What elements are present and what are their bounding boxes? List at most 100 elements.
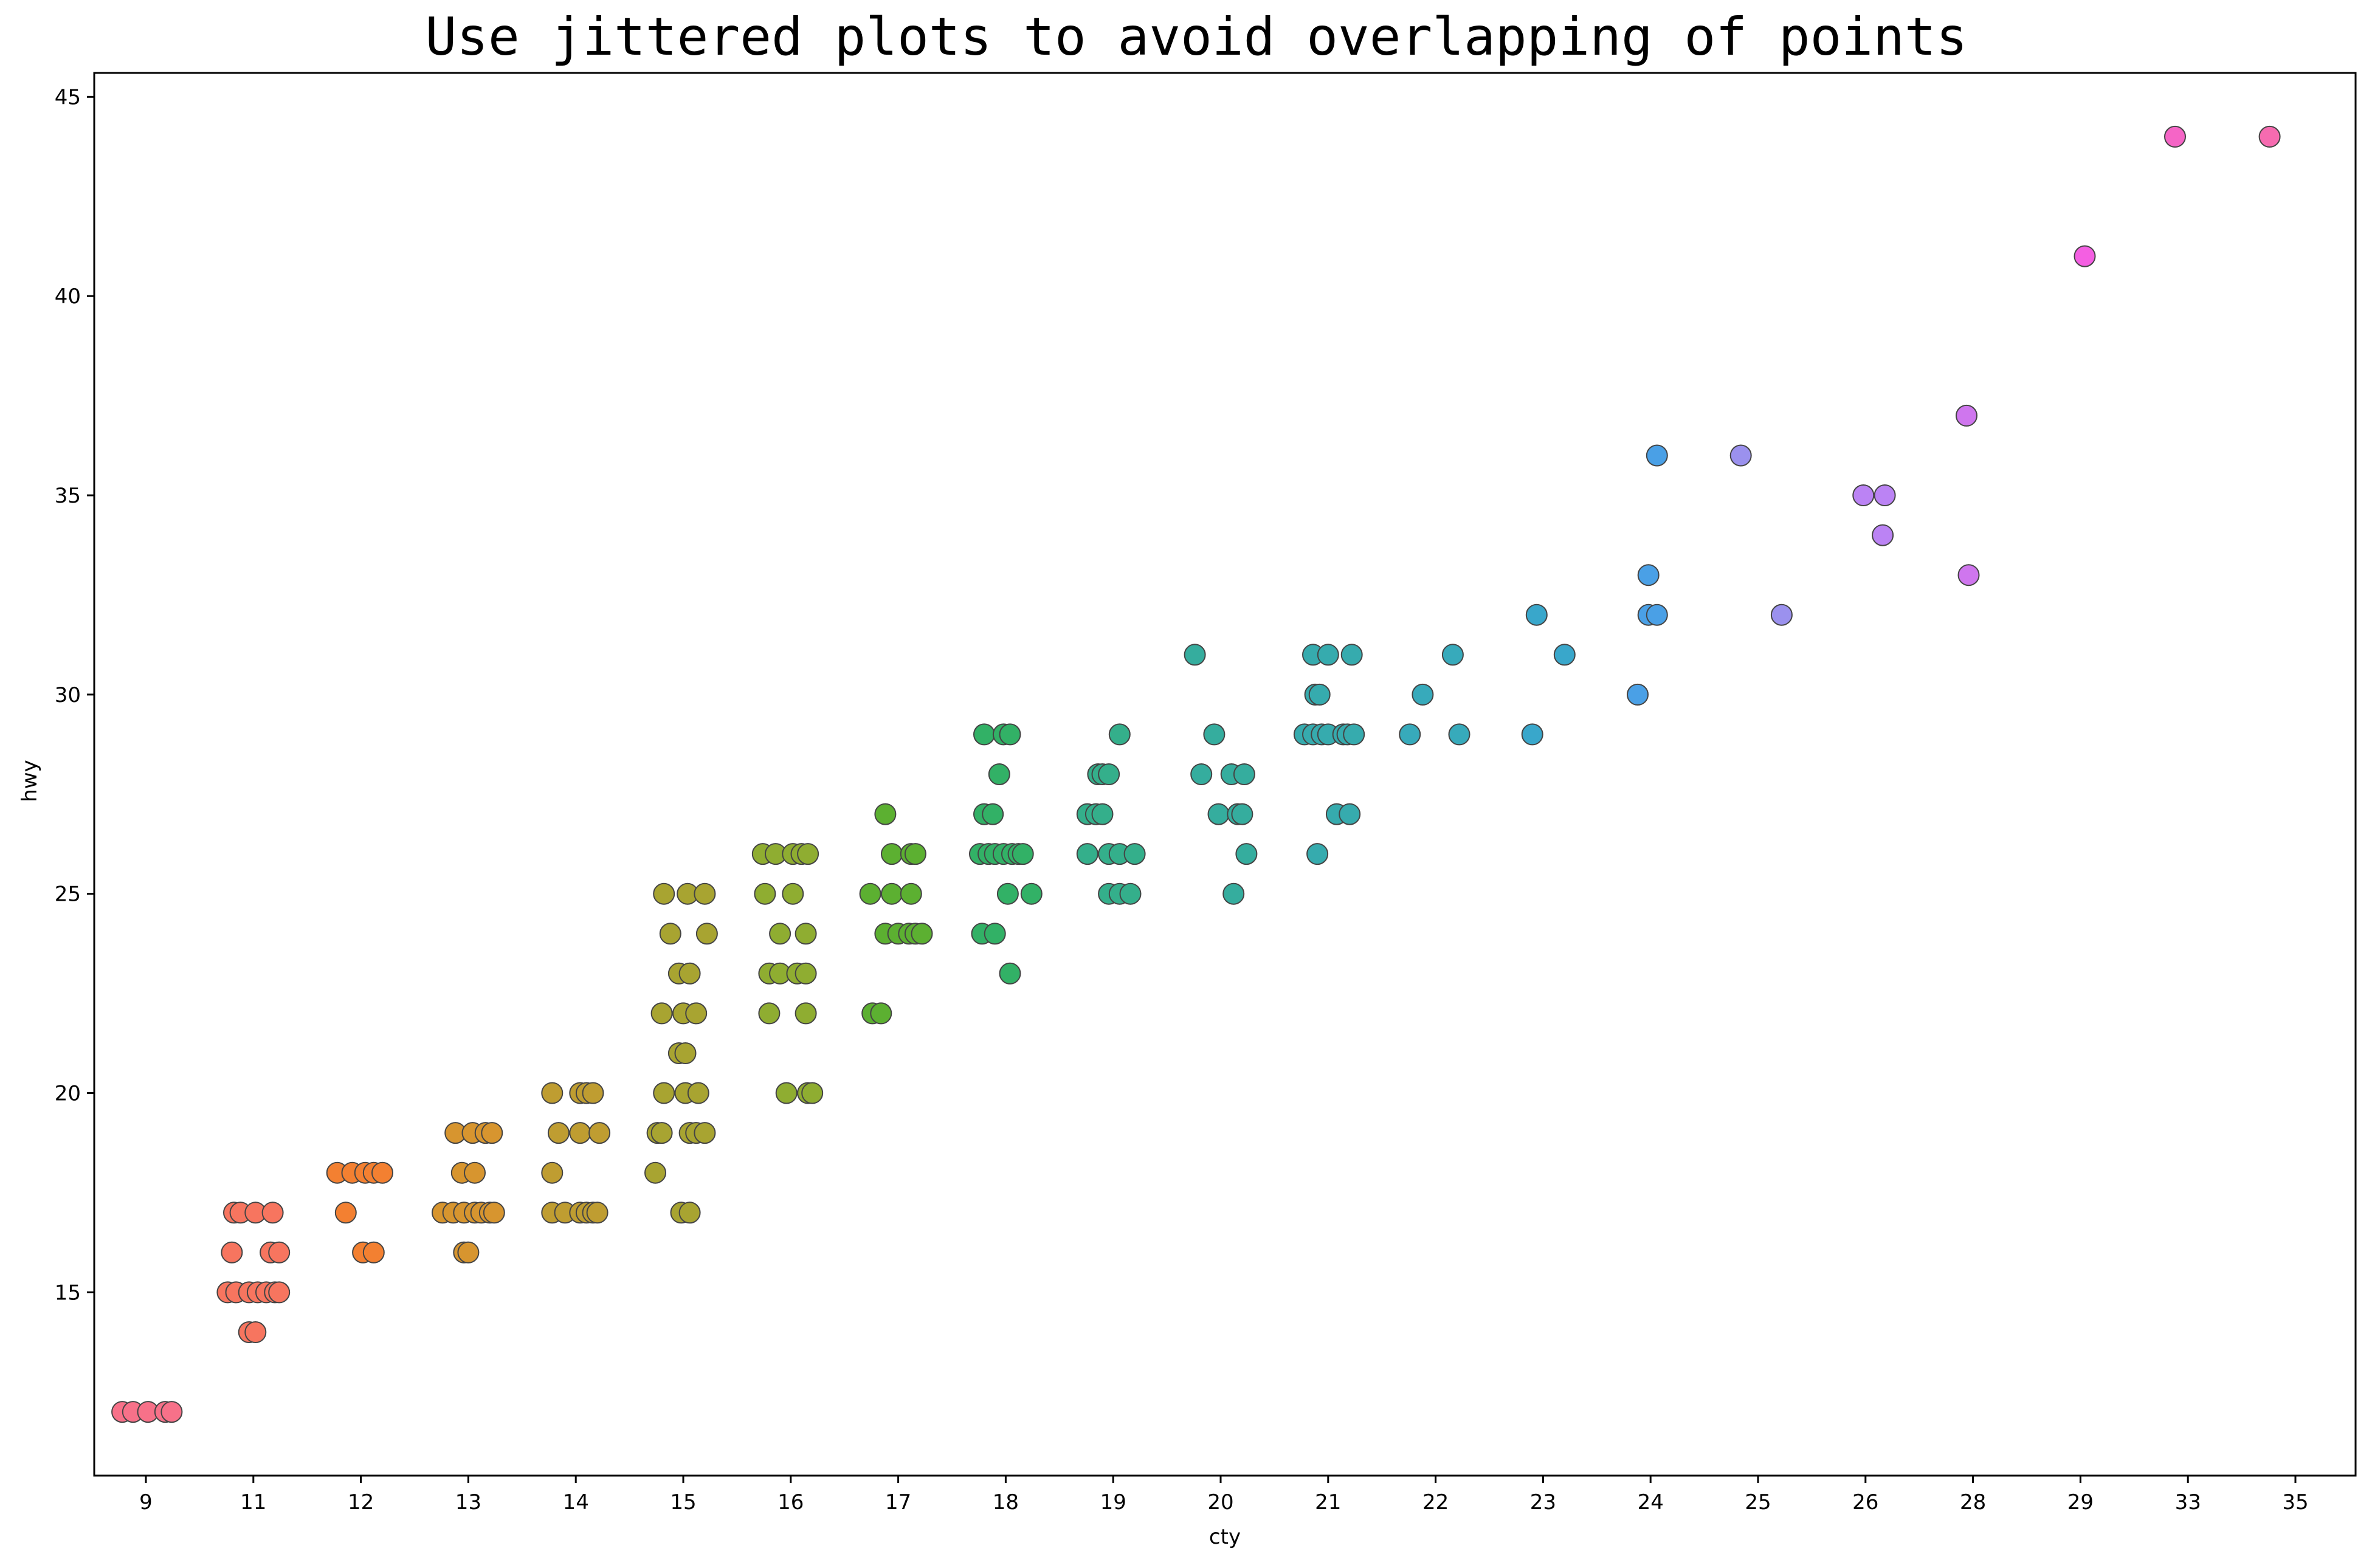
data-point (1020, 882, 1043, 905)
data-point (1235, 843, 1258, 865)
x-tick-label: 22 (1422, 1490, 1449, 1515)
y-tick-label: 20 (55, 1082, 81, 1106)
data-point (1874, 484, 1896, 506)
data-point (1627, 683, 1649, 706)
data-point (371, 1161, 393, 1184)
data-point (362, 1241, 385, 1264)
data-point (481, 1122, 503, 1144)
data-point (881, 882, 903, 905)
data-point (1207, 803, 1230, 825)
data-point (881, 843, 903, 865)
data-point (1233, 763, 1255, 785)
data-point (547, 1122, 570, 1144)
x-tick-label: 16 (777, 1490, 804, 1515)
data-point (795, 1002, 817, 1025)
x-axis: 9 11 12 13 14 15 16 17 18 19 20 21 22 23 24 25 26 28 29 33 3… (139, 1476, 2309, 1515)
data-point (588, 1122, 611, 1144)
data-point (1231, 803, 1253, 825)
data-point (650, 1122, 673, 1144)
data-point (483, 1202, 505, 1224)
y-tick-label: 15 (55, 1281, 81, 1305)
y-tick-label: 25 (55, 882, 81, 907)
data-point (775, 1082, 798, 1104)
data-point (859, 882, 881, 905)
data-point (782, 882, 804, 905)
x-tick-label: 29 (2067, 1490, 2094, 1515)
data-point (801, 1082, 824, 1104)
data-point (1308, 683, 1331, 706)
x-tick-label: 26 (1852, 1490, 1878, 1515)
y-tick-label: 30 (55, 683, 81, 707)
data-point (1956, 404, 1977, 427)
x-tick-label: 28 (1960, 1490, 1986, 1515)
data-point (678, 1202, 701, 1224)
y-tick-label: 40 (55, 284, 81, 309)
data-point (795, 962, 817, 985)
data-point (999, 723, 1021, 746)
data-point (1525, 603, 1548, 626)
data-point (1340, 644, 1363, 666)
x-tick-label: 33 (2175, 1490, 2201, 1515)
x-tick-label: 19 (1100, 1490, 1126, 1515)
data-point (797, 843, 819, 865)
chart-title: Use jittered plots to avoid overlapping … (425, 7, 1967, 67)
data-point (1184, 644, 1206, 666)
x-tick-label: 11 (240, 1490, 266, 1515)
data-point (758, 1002, 781, 1025)
x-tick-label: 21 (1315, 1490, 1341, 1515)
data-point (268, 1241, 291, 1264)
data-point (2074, 245, 2096, 267)
data-point (457, 1241, 480, 1264)
x-tick-label: 9 (139, 1490, 153, 1515)
data-point (694, 1122, 716, 1144)
x-tick-label: 12 (348, 1490, 374, 1515)
data-point (653, 882, 675, 905)
x-tick-label: 14 (563, 1490, 589, 1515)
x-tick-label: 24 (1638, 1490, 1664, 1515)
data-point (653, 1082, 675, 1104)
data-point (1012, 843, 1034, 865)
plot-frame (93, 72, 2357, 1477)
data-point (674, 1042, 697, 1064)
data-point (1957, 564, 1980, 586)
data-point (685, 1002, 708, 1025)
data-point (1306, 843, 1329, 865)
data-point (795, 923, 817, 945)
data-point (1343, 723, 1365, 746)
y-tick-label: 45 (55, 85, 81, 109)
data-point (244, 1321, 267, 1343)
data-point (870, 1002, 892, 1025)
data-point (650, 1002, 673, 1025)
data-point (982, 803, 1004, 825)
data-point (1339, 803, 1361, 825)
x-tick-label: 23 (1530, 1490, 1556, 1515)
data-point (1091, 803, 1114, 825)
x-tick-label: 13 (455, 1490, 481, 1515)
x-tick-label: 35 (2282, 1490, 2308, 1515)
y-tick-label: 35 (55, 484, 81, 508)
data-point (541, 1161, 564, 1184)
data-point (464, 1161, 486, 1184)
data-point (1521, 723, 1543, 746)
x-tick-label: 17 (885, 1490, 911, 1515)
data-point (1108, 723, 1131, 746)
data-point (1646, 444, 1668, 467)
x-tick-label: 20 (1207, 1490, 1233, 1515)
data-point (769, 923, 791, 945)
data-point (999, 962, 1021, 985)
data-point (1852, 484, 1875, 506)
data-point (268, 1281, 291, 1304)
data-point (1190, 763, 1213, 785)
data-point (586, 1202, 609, 1224)
data-point (334, 1202, 357, 1224)
data-point (687, 1082, 709, 1104)
x-tick-label: 25 (1745, 1490, 1771, 1515)
data-point (1076, 843, 1098, 865)
data-point (904, 843, 926, 865)
data-point (973, 723, 995, 746)
x-axis-label: cty (1209, 1525, 1241, 1549)
points-layer (111, 125, 2281, 1423)
